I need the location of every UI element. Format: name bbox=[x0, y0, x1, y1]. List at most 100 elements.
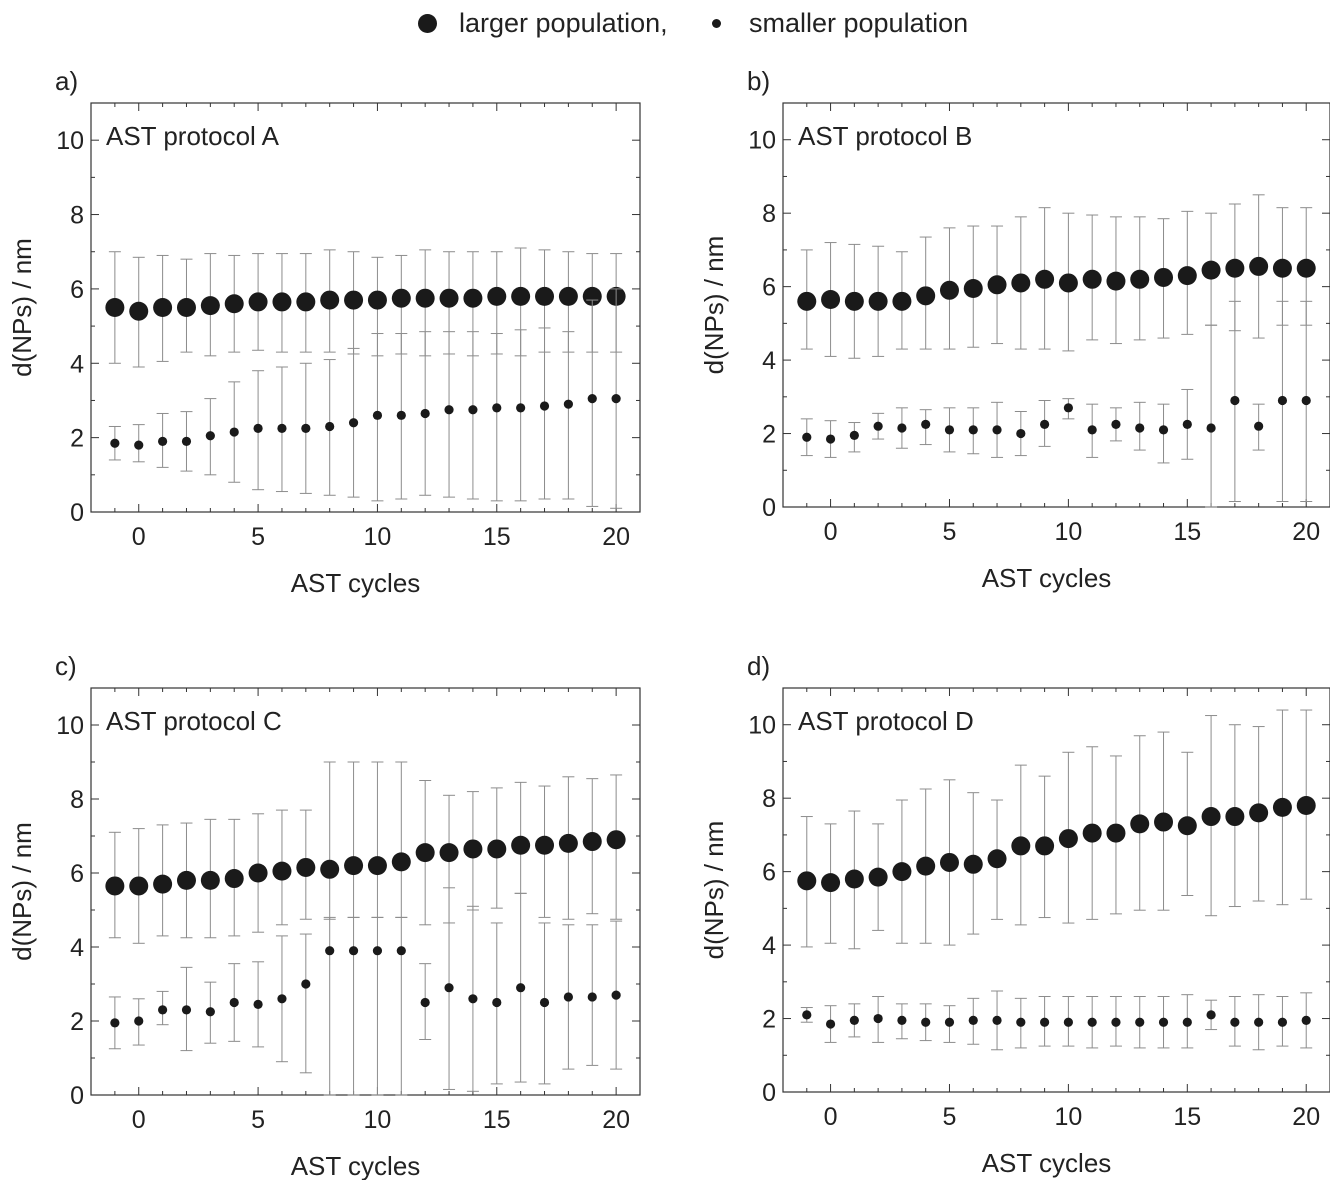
data-point-small bbox=[181, 436, 192, 446]
data-point-small bbox=[181, 1005, 192, 1015]
data-point-small bbox=[1063, 1017, 1073, 1027]
panel-label: b) bbox=[747, 66, 770, 96]
data-point-small bbox=[492, 403, 502, 413]
series-larger-population bbox=[797, 194, 1316, 359]
data-point-large bbox=[868, 291, 888, 311]
data-point-large bbox=[939, 280, 959, 300]
data-point-small bbox=[396, 410, 406, 420]
data-point-small bbox=[110, 1018, 120, 1028]
data-point-large bbox=[176, 870, 196, 890]
data-point-small bbox=[921, 1017, 931, 1027]
data-point-large bbox=[487, 286, 507, 306]
y-tick-label: 6 bbox=[70, 276, 84, 304]
data-point-large bbox=[1058, 273, 1078, 293]
data-point-large bbox=[1249, 256, 1269, 276]
legend-label-smaller: smaller population bbox=[749, 7, 969, 38]
data-point-large bbox=[916, 856, 936, 876]
y-axis-label: d(NPs) / nm bbox=[699, 821, 729, 960]
data-point-large bbox=[963, 854, 983, 874]
data-point-small bbox=[1135, 1017, 1145, 1027]
data-point-small bbox=[134, 1016, 144, 1026]
series-smaller-population bbox=[800, 990, 1313, 1051]
data-point-small bbox=[968, 1015, 978, 1025]
panel-annotation: AST protocol A bbox=[106, 121, 280, 151]
data-point-large bbox=[1106, 823, 1126, 843]
data-point-large bbox=[1272, 258, 1292, 278]
large-marker-icon bbox=[418, 13, 437, 33]
y-axis-label: d(NPs) / nm bbox=[7, 822, 37, 961]
data-point-small bbox=[277, 423, 287, 433]
x-tick-label: 15 bbox=[1173, 1103, 1201, 1131]
data-point-large bbox=[892, 862, 912, 882]
y-tick-label: 2 bbox=[762, 1006, 776, 1034]
data-point-large bbox=[296, 857, 316, 877]
panel-annotation: AST protocol B bbox=[798, 121, 972, 151]
y-tick-label: 10 bbox=[56, 712, 84, 740]
y-tick-label: 4 bbox=[70, 934, 84, 962]
data-point-small bbox=[301, 423, 311, 433]
data-point-small bbox=[1254, 1017, 1264, 1027]
data-point-small bbox=[539, 401, 550, 411]
data-point-small bbox=[1277, 395, 1288, 406]
data-point-small bbox=[563, 992, 573, 1002]
data-point-small bbox=[372, 410, 383, 420]
data-point-large bbox=[939, 852, 959, 872]
data-point-small bbox=[253, 999, 263, 1009]
data-point-large bbox=[153, 874, 173, 894]
data-point-small bbox=[992, 1015, 1002, 1025]
data-point-small bbox=[1254, 421, 1264, 431]
data-point-small bbox=[1111, 419, 1121, 429]
data-point-large bbox=[105, 298, 125, 317]
data-point-small bbox=[516, 403, 526, 413]
data-point-large bbox=[1201, 260, 1221, 280]
data-point-large bbox=[1201, 807, 1221, 827]
panel-annotation: AST protocol C bbox=[106, 706, 282, 736]
y-tick-label: 10 bbox=[748, 712, 776, 740]
data-point-small bbox=[897, 423, 907, 433]
data-point-large bbox=[1058, 829, 1078, 849]
data-point-small bbox=[205, 431, 215, 441]
y-tick-label: 0 bbox=[762, 1079, 776, 1107]
y-tick-label: 4 bbox=[762, 932, 776, 960]
data-point-small bbox=[1016, 1017, 1026, 1027]
x-tick-label: 5 bbox=[943, 518, 957, 546]
data-point-small bbox=[1230, 395, 1240, 406]
panel-label: c) bbox=[55, 651, 77, 681]
data-point-small bbox=[516, 983, 526, 993]
data-point-large bbox=[248, 292, 268, 312]
data-point-small bbox=[1087, 425, 1097, 435]
data-point-small bbox=[1230, 1017, 1240, 1027]
data-point-large bbox=[415, 288, 435, 308]
data-point-large bbox=[987, 275, 1007, 295]
y-tick-label: 8 bbox=[762, 785, 776, 813]
data-point-small bbox=[849, 1015, 859, 1025]
x-tick-label: 0 bbox=[132, 1106, 146, 1134]
data-point-small bbox=[1182, 1017, 1192, 1027]
data-point-large bbox=[582, 832, 602, 852]
data-point-large bbox=[200, 870, 220, 890]
data-point-small bbox=[1040, 419, 1050, 429]
legend: larger population, smaller population bbox=[0, 0, 1330, 46]
data-point-large bbox=[105, 876, 125, 896]
data-point-large bbox=[797, 871, 817, 891]
y-tick-label: 2 bbox=[70, 1008, 84, 1036]
data-point-small bbox=[468, 405, 478, 415]
data-point-large bbox=[415, 843, 435, 863]
data-point-small bbox=[968, 425, 978, 435]
data-point-small bbox=[468, 994, 478, 1004]
data-point-small bbox=[802, 1010, 812, 1020]
data-point-large bbox=[320, 290, 340, 310]
data-point-large bbox=[367, 856, 387, 876]
data-point-large bbox=[1011, 836, 1031, 856]
data-point-large bbox=[1177, 266, 1197, 286]
data-point-small bbox=[1182, 419, 1192, 429]
data-point-large bbox=[1106, 271, 1126, 291]
data-point-small bbox=[873, 421, 883, 431]
chart-panel-b: 0 5 10 15 20 0 2 4 6 8 10 AST cycles d(NPs) / nm b) AS… bbox=[699, 66, 1330, 593]
x-tick-label: 5 bbox=[251, 1106, 265, 1134]
data-point-large bbox=[1035, 836, 1055, 856]
y-axis-label: d(NPs) / nm bbox=[7, 238, 37, 377]
x-tick-label: 5 bbox=[943, 1103, 957, 1131]
data-point-large bbox=[1082, 269, 1102, 289]
y-tick-label: 10 bbox=[748, 127, 776, 155]
